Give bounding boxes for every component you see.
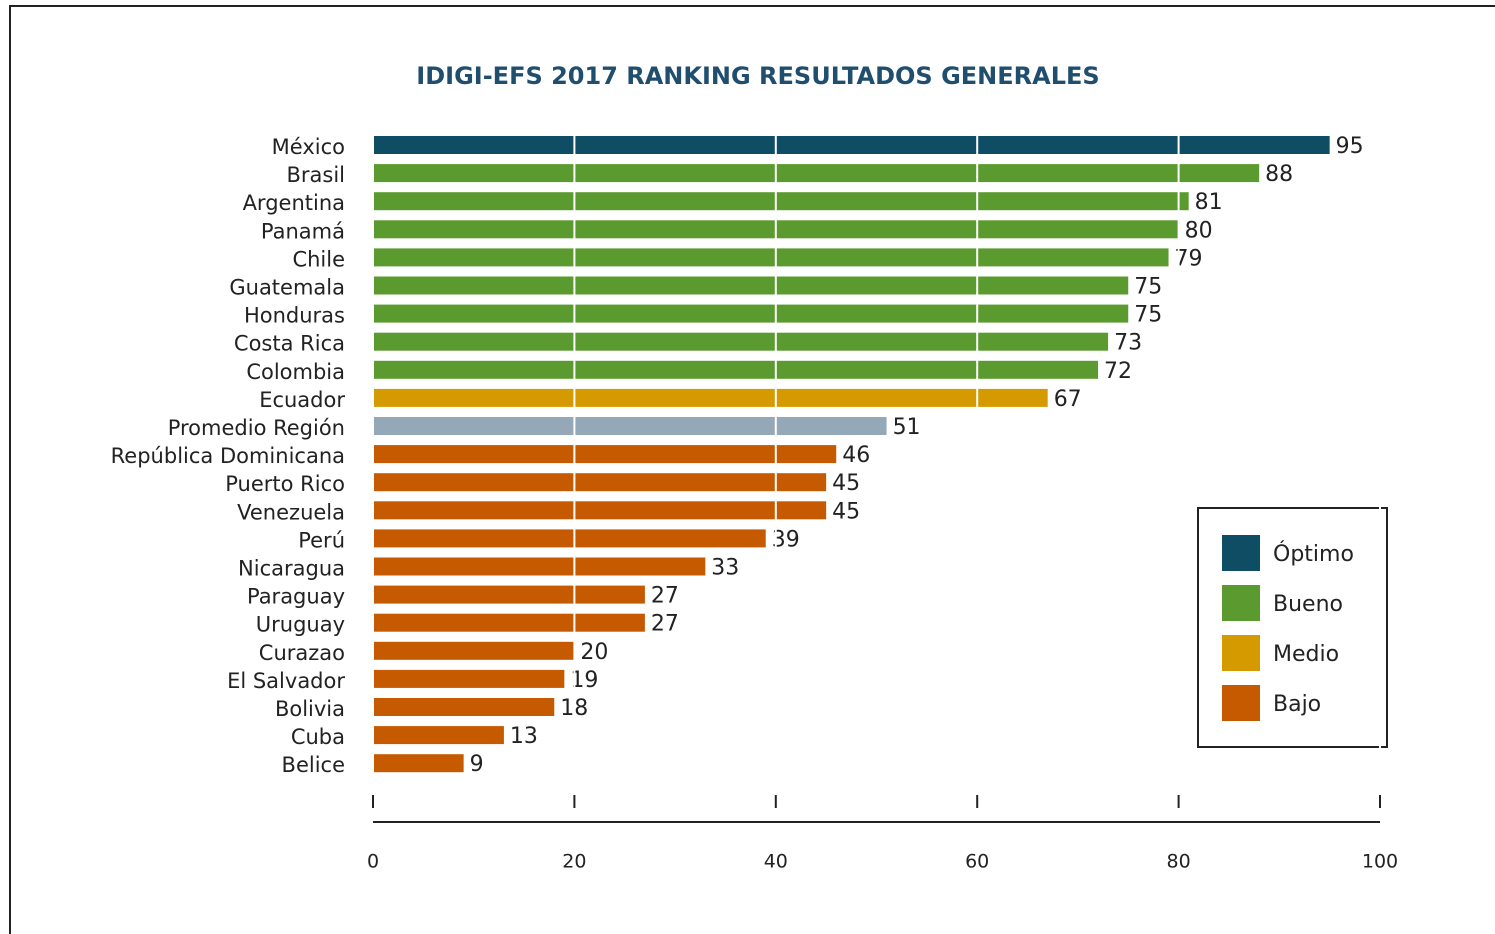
- bar: [373, 304, 1129, 323]
- bar: [373, 192, 1189, 211]
- data-label: 75: [1134, 303, 1162, 328]
- bar: [373, 473, 827, 492]
- data-label: 80: [1185, 218, 1213, 243]
- y-tick-label: Perú: [298, 528, 345, 552]
- legend-label: Bueno: [1273, 592, 1343, 617]
- y-tick-label: Promedio Región: [168, 416, 345, 440]
- bar: [373, 417, 887, 435]
- legend-swatch: [1222, 685, 1260, 721]
- bar: [373, 332, 1109, 351]
- data-label: 45: [832, 471, 860, 496]
- bar: [373, 613, 645, 632]
- y-tick-label: Uruguay: [256, 613, 345, 637]
- bar: [373, 248, 1169, 267]
- frame: [9, 5, 1495, 934]
- legend-label: Óptimo: [1273, 541, 1354, 567]
- bar: [373, 754, 464, 773]
- bar: [373, 501, 827, 520]
- y-tick-label: Bolivia: [275, 697, 345, 721]
- bar: [373, 698, 555, 716]
- y-tick-label: Colombia: [246, 360, 345, 384]
- data-label: 46: [842, 443, 870, 468]
- data-label: 27: [651, 612, 679, 637]
- y-tick-label: Costa Rica: [234, 332, 345, 356]
- data-label: 95: [1336, 134, 1364, 159]
- bar: [373, 276, 1129, 295]
- y-tick-label: Ecuador: [259, 388, 345, 412]
- bar: [373, 557, 706, 576]
- y-tick-label: Curazao: [259, 641, 345, 665]
- x-tick-label: 80: [1167, 851, 1191, 873]
- x-tick-label: 0: [367, 851, 379, 873]
- y-tick-label: Paraguay: [247, 585, 345, 609]
- data-label: 27: [651, 584, 679, 609]
- legend-swatch: [1222, 535, 1260, 571]
- bar: [373, 388, 1048, 407]
- bar: [373, 360, 1099, 379]
- bar: [373, 726, 504, 745]
- data-label: 20: [580, 640, 608, 665]
- bar: [373, 641, 575, 660]
- data-label: 51: [893, 415, 921, 440]
- y-tick-label: Venezuela: [237, 500, 345, 524]
- bar: [373, 529, 766, 548]
- y-tick-label: Honduras: [244, 304, 345, 328]
- y-tick-label: Argentina: [243, 191, 345, 215]
- y-tick-label: Puerto Rico: [225, 472, 345, 496]
- data-label: 81: [1195, 190, 1223, 215]
- data-label: 72: [1104, 359, 1132, 384]
- y-tick-label: Guatemala: [229, 276, 345, 300]
- y-tick-label: El Salvador: [227, 669, 345, 693]
- x-tick-label: 100: [1362, 851, 1398, 873]
- legend-label: Bajo: [1273, 692, 1321, 717]
- data-label: 9: [470, 752, 484, 777]
- y-tick-label: Belice: [282, 753, 345, 777]
- legend-swatch: [1222, 585, 1260, 621]
- data-label: 45: [832, 499, 860, 524]
- y-tick-label: Chile: [292, 247, 345, 271]
- bar: [373, 136, 1330, 154]
- y-tick-label: Nicaragua: [238, 557, 345, 581]
- data-label: 88: [1265, 162, 1293, 187]
- chart-title: IDIGI-EFS 2017 RANKING RESULTADOS GENERA…: [416, 62, 1099, 90]
- y-tick-label: República Dominicana: [111, 444, 345, 468]
- data-label: 73: [1114, 331, 1142, 356]
- x-tick-label: 60: [965, 851, 989, 873]
- y-tick-label: México: [272, 135, 345, 159]
- y-tick-label: Cuba: [291, 725, 345, 749]
- data-label: 67: [1054, 387, 1082, 412]
- bar: [373, 669, 565, 688]
- x-tick-label: 40: [764, 851, 788, 873]
- x-tick-label: 20: [562, 851, 586, 873]
- y-tick-label: Panamá: [261, 219, 345, 243]
- legend-label: Medio: [1273, 642, 1339, 667]
- bar: [373, 445, 837, 464]
- data-label: 75: [1134, 275, 1162, 300]
- data-label: 33: [711, 556, 739, 581]
- bar: [373, 585, 645, 604]
- y-tick-label: Brasil: [286, 163, 345, 187]
- legend-swatch: [1222, 635, 1260, 671]
- bar: [373, 164, 1260, 183]
- data-label: 13: [510, 724, 538, 749]
